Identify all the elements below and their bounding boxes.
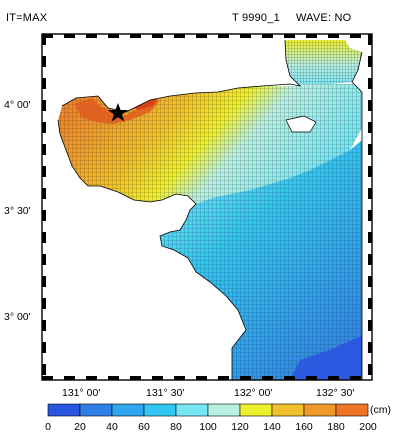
lat-tick-label: 4° 00': [4, 99, 31, 111]
frame-checker-segment: [42, 342, 46, 353]
frame-checker-segment: [368, 276, 372, 287]
frame-checker-segment: [328, 376, 339, 380]
colorbar-unit-label: (cm): [370, 404, 391, 416]
station-star-icon: [108, 103, 128, 122]
header-iteration-label: IT=MAX: [6, 12, 48, 24]
frame-checker-segment: [108, 376, 119, 380]
frame-checker-segment: [368, 364, 372, 375]
frame-checker-segment: [42, 56, 46, 67]
frame-checker-segment: [108, 34, 119, 38]
frame-checker-segment: [42, 210, 46, 221]
frame-checker-segment: [368, 254, 372, 265]
colorbar-swatch: [47, 403, 81, 417]
frame-checker-segment: [368, 144, 372, 155]
colorbar-swatch: [303, 403, 337, 417]
frame-checker-segment: [196, 34, 207, 38]
frame-checker-segment: [86, 34, 97, 38]
frame-checker-segment: [368, 188, 372, 199]
frame-checker-segment: [42, 100, 46, 111]
frame-checker-segment: [42, 254, 46, 265]
lat-tick-label: 3° 00': [4, 311, 31, 323]
frame-checker-segment: [368, 56, 372, 67]
frame-checker-segment: [64, 34, 75, 38]
frame-checker-segment: [42, 122, 46, 133]
frame-checker-segment: [42, 34, 53, 38]
frame-checker-segment: [42, 78, 46, 89]
colorbar-tick-label: 60: [138, 421, 150, 433]
frame-checker-segment: [174, 34, 185, 38]
frame-checker-segment: [368, 210, 372, 221]
frame-checker-segment: [42, 144, 46, 155]
lon-tick-label: 131° 00': [62, 387, 100, 399]
colorbar-tick-label: 80: [170, 421, 182, 433]
colorbar-swatch: [239, 403, 273, 417]
colorbar-tick-label: 20: [74, 421, 86, 433]
colorbar-swatch: [335, 403, 369, 417]
frame-checker-segment: [42, 232, 46, 243]
colorbar-tick-label: 140: [263, 421, 281, 433]
frame-checker-segment: [368, 342, 372, 353]
frame-checker-segment: [130, 376, 141, 380]
frame-checker-segment: [306, 376, 317, 380]
frame-checker-segment: [350, 376, 361, 380]
frame-checker-segment: [240, 376, 251, 380]
colorbar-swatch: [143, 403, 177, 417]
frame-checker-segment: [328, 34, 339, 38]
colorbar-tick-label: 40: [106, 421, 118, 433]
frame-checker-segment: [42, 166, 46, 177]
frame-checker-segment: [42, 320, 46, 331]
frame-checker-segment: [42, 364, 46, 375]
frame-checker-segment: [284, 376, 295, 380]
frame-checker-segment: [368, 34, 372, 45]
colorbar-swatch: [111, 403, 145, 417]
frame-checker-segment: [42, 34, 46, 45]
lat-tick-label: 3° 30': [4, 205, 31, 217]
frame-checker-segment: [368, 232, 372, 243]
frame-checker-segment: [368, 320, 372, 331]
colorbar-tick-label: 160: [295, 421, 313, 433]
frame-checker-segment: [64, 376, 75, 380]
frame-checker-border: [42, 34, 372, 380]
lon-tick-label: 131° 30': [146, 387, 184, 399]
lon-tick-label: 132° 00': [234, 387, 272, 399]
header-time-label: T 9990_1: [232, 12, 280, 24]
header-wave-label: WAVE: NO: [296, 12, 352, 24]
frame-checker-segment: [306, 34, 317, 38]
colorbar-tick-label: 200: [359, 421, 377, 433]
colorbar-swatch: [207, 403, 241, 417]
frame-checker-segment: [196, 376, 207, 380]
frame-checker-segment: [218, 34, 229, 38]
frame-checker-segment: [130, 34, 141, 38]
colorbar-swatch: [79, 403, 113, 417]
colorbar-swatch: [271, 403, 305, 417]
colorbar-tick-label: 100: [199, 421, 217, 433]
frame-checker-segment: [368, 78, 372, 89]
colorbar-tick-label: 120: [231, 421, 249, 433]
frame-checker-segment: [368, 100, 372, 111]
frame-checker-segment: [42, 276, 46, 287]
frame-checker-segment: [174, 376, 185, 380]
frame-checker-segment: [368, 298, 372, 309]
frame-checker-segment: [350, 34, 361, 38]
frame-checker-segment: [262, 34, 273, 38]
frame-checker-segment: [86, 376, 97, 380]
sea-level-field: [42, 34, 372, 380]
frame-checker-segment: [152, 34, 163, 38]
lon-tick-label: 132° 30': [316, 387, 354, 399]
frame-checker-segment: [152, 376, 163, 380]
frame-checker-segment: [218, 376, 229, 380]
colorbar: 0 20 40 60 80 100 120 140 160 180 200: [45, 403, 377, 433]
frame-checker-segment: [42, 298, 46, 309]
frame-checker-segment: [262, 376, 273, 380]
frame-checker-segment: [42, 188, 46, 199]
frame-checker-segment: [240, 34, 251, 38]
frame-checker-segment: [368, 166, 372, 177]
frame-checker-segment: [42, 376, 53, 380]
frame-checker-segment: [368, 122, 372, 133]
colorbar-swatch: [175, 403, 209, 417]
frame-checker-segment: [284, 34, 295, 38]
colorbar-tick-label: 180: [327, 421, 345, 433]
colorbar-tick-label: 0: [45, 421, 51, 433]
